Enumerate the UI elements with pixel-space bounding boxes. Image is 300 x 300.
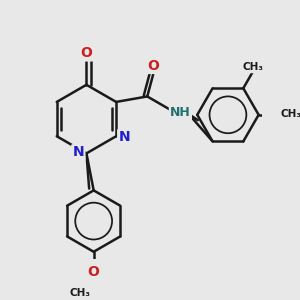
Text: N: N (118, 130, 130, 144)
Text: CH₃: CH₃ (243, 62, 264, 72)
Text: CH₃: CH₃ (70, 288, 91, 298)
Text: N: N (73, 146, 84, 160)
Text: CH₃: CH₃ (280, 110, 300, 119)
Text: O: O (80, 46, 92, 60)
Text: O: O (147, 59, 159, 73)
Text: NH: NH (170, 106, 191, 119)
Text: O: O (88, 265, 100, 279)
